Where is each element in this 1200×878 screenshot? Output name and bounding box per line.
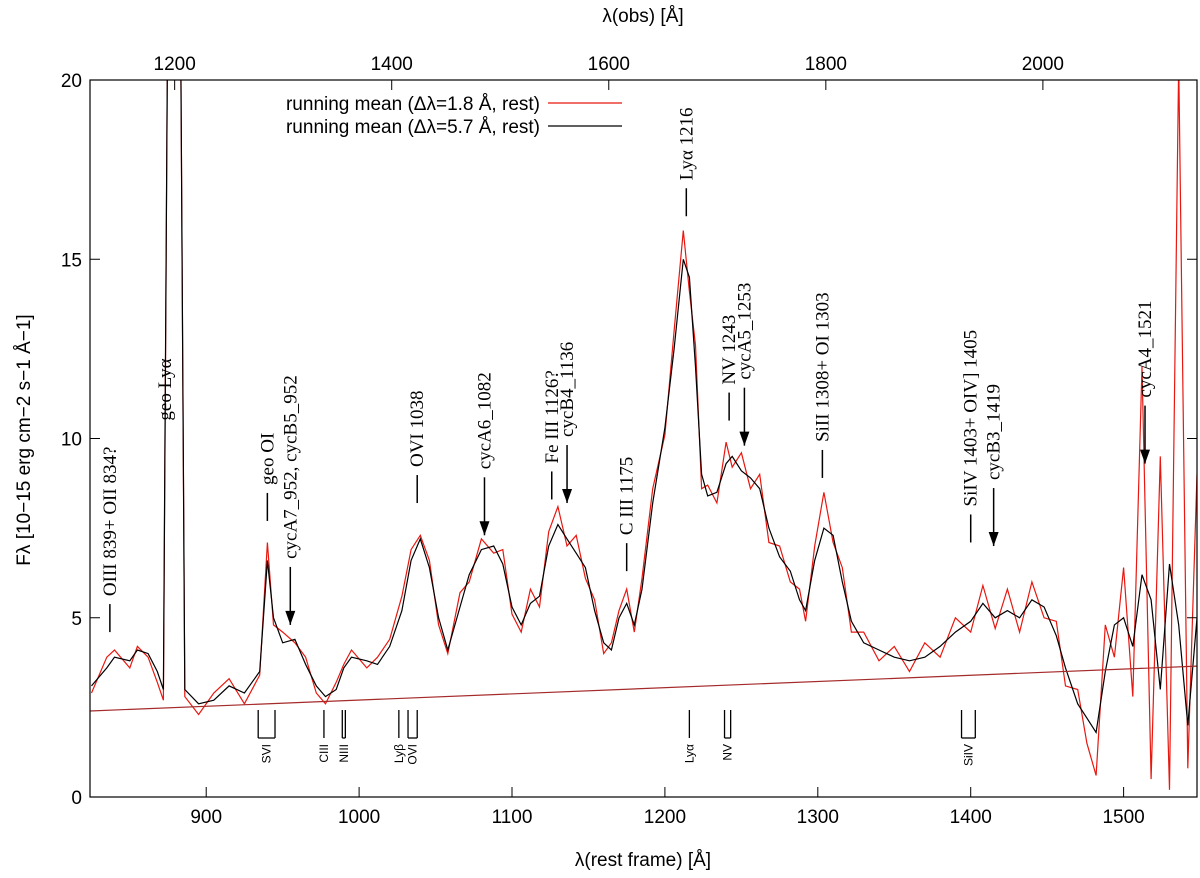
absorption-label: CIII [317, 744, 331, 763]
x2-axis-label: λ(obs) [Å] [602, 6, 683, 27]
x-tick-label: 1000 [338, 807, 380, 828]
absorption-label: OVI [406, 744, 420, 765]
annotation-label: OIII 839+ OII 834? [100, 447, 121, 596]
x-tick-label: 1200 [644, 807, 686, 828]
arrow-head [479, 521, 490, 536]
x2-tick-label: 2000 [1022, 54, 1064, 75]
annotation-label: cycA6_1082 [474, 372, 495, 469]
annotation-label: geo OI [257, 433, 278, 485]
continuum-line [90, 665, 1197, 712]
absorption-label: Lyβ [392, 744, 406, 763]
arrow-head [285, 610, 296, 625]
annotation-label: SiII 1308+ OI 1303 [812, 292, 833, 442]
absorption-label: NIII [337, 744, 351, 763]
absorption-label: SiIV [961, 744, 975, 766]
y-tick-label: 15 [61, 250, 82, 271]
legend-label: running mean (Δλ=1.8 Å, rest) [286, 94, 540, 115]
x-axis-label: λ(rest frame) [Å] [575, 850, 711, 871]
x-tick-label: 1500 [1102, 807, 1144, 828]
spectrum-line [91, 80, 1197, 735]
annotation-label: cycB4_1136 [557, 342, 578, 437]
absorption-label: Lyα [682, 744, 696, 763]
arrow-head [562, 489, 573, 504]
y-tick-label: 0 [71, 788, 82, 809]
annotation-label: cycA5_1253 [734, 283, 755, 380]
x2-tick-label: 1600 [588, 54, 630, 75]
x-tick-label: 1400 [950, 807, 992, 828]
arrow-head [1140, 449, 1151, 464]
annotation-label: NV 1243 [719, 315, 740, 385]
annotation-label: SiIV 1403+ OIV] 1405 [961, 330, 982, 507]
x2-tick-label: 1400 [371, 54, 413, 75]
y-axis-label: Fλ [10−15 erg cm−2 s−1 Å−1] [14, 314, 35, 565]
y-tick-label: 10 [61, 430, 82, 451]
annotation-label: cycA4_1521 [1135, 301, 1156, 398]
x-tick-label: 1100 [492, 807, 533, 828]
annotation-label: cycA7_952, cycB5_952 [280, 375, 301, 559]
annotation-label: OVI 1038 [407, 390, 428, 467]
annotation-label: cycB3_1419 [984, 384, 1005, 480]
x-tick-label: 1300 [797, 807, 839, 828]
absorption-label: SVI [260, 744, 274, 763]
legend-label: running mean (Δλ=5.7 Å, rest) [286, 117, 540, 138]
annotation-label: C III 1175 [617, 457, 638, 535]
absorption-label: NV [721, 744, 735, 761]
plot-area [90, 80, 1197, 790]
annotation-label: geo Lyα [155, 358, 176, 420]
y-tick-label: 20 [61, 71, 82, 92]
x2-tick-label: 1200 [154, 54, 196, 75]
annotation-label: Lyα 1216 [676, 107, 697, 180]
arrow-head [988, 532, 999, 547]
arrow-head [739, 431, 750, 446]
x2-tick-label: 1800 [805, 54, 847, 75]
annotation-label: Fe III 1126? [542, 370, 563, 463]
x-tick-label: 900 [190, 807, 222, 828]
y-tick-label: 5 [71, 609, 82, 630]
